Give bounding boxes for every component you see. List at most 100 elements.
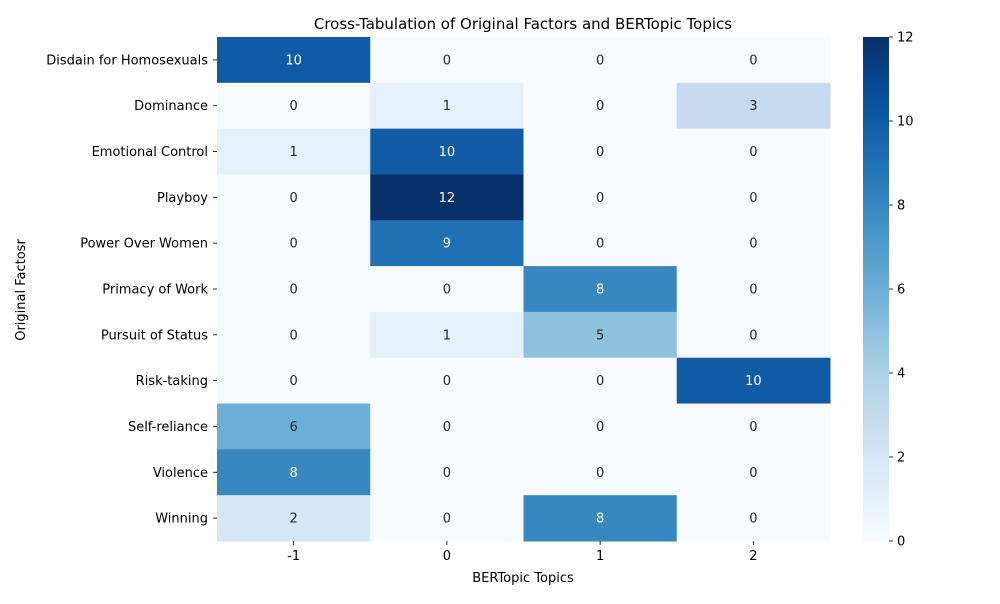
cell-value-label: 0 — [596, 191, 604, 206]
cell-value-label: 0 — [596, 145, 604, 160]
heatmap-cell — [217, 403, 371, 450]
heatmap-cell — [676, 357, 831, 405]
cell-value-label: 0 — [443, 283, 451, 298]
x-tick-label: 1 — [596, 549, 604, 564]
cell-value-label: 10 — [285, 53, 302, 68]
x-tick-label: 2 — [749, 549, 757, 564]
x-axis-label: BERTopic Topics — [472, 571, 574, 586]
y-tick-label: Violence — [153, 466, 208, 481]
colorbar-tick-label: 10 — [897, 115, 914, 130]
heatmap-cell — [370, 174, 524, 221]
cell-value-label: 0 — [289, 237, 297, 252]
y-tick-label: Winning — [155, 512, 208, 527]
colorbar-tick-label: 8 — [897, 199, 905, 214]
cell-value-label: 3 — [749, 99, 757, 114]
chart-title: Cross-Tabulation of Original Factors and… — [314, 15, 732, 33]
cell-value-label: 0 — [749, 191, 757, 206]
heatmap-cell — [523, 311, 678, 359]
y-tick-label: Disdain for Homosexuals — [46, 53, 208, 68]
cell-value-label: 0 — [749, 237, 757, 252]
y-tick-label: Playboy — [157, 191, 208, 206]
cell-value-label: 0 — [596, 420, 604, 435]
cell-value-label: 0 — [596, 466, 604, 481]
y-axis: Disdain for Homosexuals Dominance Emotiona… — [46, 53, 217, 527]
heatmap-cell — [370, 357, 524, 405]
cell-value-label: 0 — [443, 420, 451, 435]
heatmap-cell — [217, 128, 371, 175]
y-tick-label: Emotional Control — [92, 145, 208, 160]
colorbar-gradient — [863, 37, 889, 541]
cell-value-label: 1 — [289, 145, 297, 160]
cell-value-label: 0 — [596, 237, 604, 252]
heatmap-cell — [523, 357, 678, 405]
heatmap-cell — [217, 220, 371, 267]
cell-value-label: 0 — [749, 53, 757, 68]
cell-value-label: 8 — [289, 466, 297, 481]
heatmap-cell — [217, 37, 371, 84]
cell-value-label: 0 — [443, 466, 451, 481]
cell-value-label: 0 — [289, 283, 297, 298]
cell-value-label: 0 — [749, 420, 757, 435]
colorbar-tick-label: 2 — [897, 451, 905, 466]
heatmap-cell — [523, 403, 678, 450]
heatmap-cell — [370, 449, 524, 496]
colorbar-tick-label: 12 — [897, 31, 914, 46]
heatmap-cells — [217, 37, 831, 542]
y-tick-label: Power Over Women — [80, 237, 208, 252]
heatmap-cell — [676, 37, 831, 84]
y-tick-label: Pursuit of Status — [101, 328, 208, 343]
cell-value-label: 0 — [749, 512, 757, 527]
y-tick-label: Dominance — [134, 99, 208, 114]
cell-value-label: 9 — [443, 237, 451, 252]
heatmap-cell — [676, 128, 831, 175]
heatmap-cell — [370, 266, 524, 313]
colorbar-tick-label: 0 — [897, 535, 905, 550]
heatmap-cell — [217, 495, 371, 542]
cell-value-label: 12 — [439, 191, 456, 206]
heatmap-cell — [523, 82, 678, 130]
heatmap-cell — [676, 220, 831, 267]
heatmap-cell — [370, 128, 524, 175]
cell-value-label: 0 — [443, 374, 451, 389]
cell-value-label: 1 — [443, 328, 451, 343]
y-axis-label: Original Factosr — [14, 239, 29, 341]
cell-value-label: 5 — [596, 328, 604, 343]
y-tick-label: Primacy of Work — [102, 283, 208, 298]
cell-value-label: 0 — [596, 53, 604, 68]
heatmap-cell — [676, 82, 831, 130]
heatmap-cell — [217, 357, 371, 405]
heatmap-cell — [370, 220, 524, 267]
heatmap-cell — [676, 266, 831, 313]
cell-value-label: 6 — [289, 420, 297, 435]
heatmap-cell — [370, 37, 524, 84]
x-axis: -1 0 1 2 — [287, 541, 758, 564]
colorbar: 0 2 4 6 8 10 12 — [863, 31, 914, 550]
cell-value-label: 0 — [749, 466, 757, 481]
colorbar-tick-label: 6 — [897, 283, 905, 298]
heatmap-cell — [523, 128, 678, 175]
heatmap-cell — [676, 495, 831, 542]
cell-value-label: 0 — [289, 191, 297, 206]
heatmap-cell — [370, 403, 524, 450]
y-tick-label: Self-reliance — [128, 420, 208, 435]
cell-value-label: 10 — [439, 145, 456, 160]
x-tick-label: -1 — [287, 549, 300, 564]
cell-value-label: 1 — [443, 99, 451, 114]
cell-value-label: 0 — [749, 145, 757, 160]
heatmap-cell — [676, 449, 831, 496]
cell-value-label: 8 — [596, 283, 604, 298]
heatmap-cell — [217, 82, 371, 130]
cell-value-label: 0 — [443, 512, 451, 527]
cell-value-label: 8 — [596, 512, 604, 527]
cell-value-label: 10 — [745, 374, 762, 389]
heatmap-cell — [217, 449, 371, 496]
cell-value-label: 0 — [596, 99, 604, 114]
y-tick-label: Risk-taking — [136, 374, 208, 389]
heatmap-cell — [676, 403, 831, 450]
heatmap-cell — [217, 311, 371, 359]
cell-value-label: 0 — [749, 328, 757, 343]
heatmap-cell — [370, 311, 524, 359]
cell-value-label: 2 — [289, 512, 297, 527]
x-tick-label: 0 — [443, 549, 451, 564]
